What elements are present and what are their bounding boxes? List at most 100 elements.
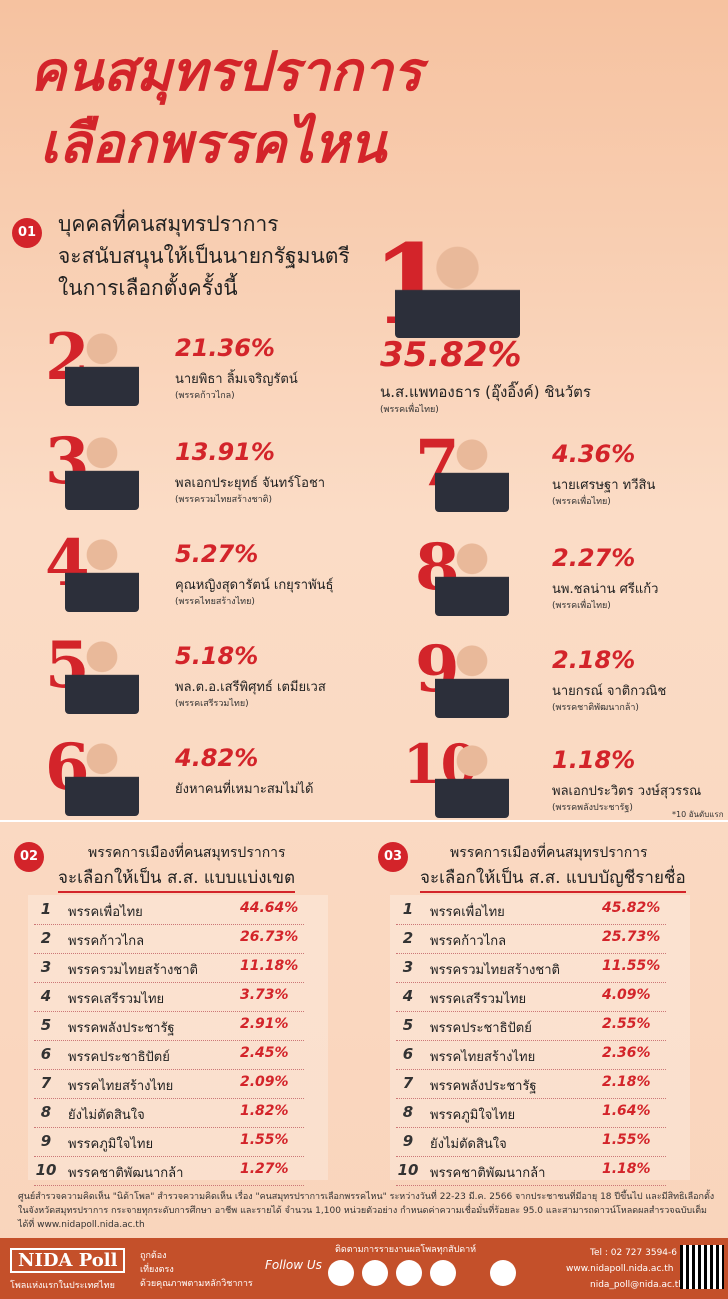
row-separator — [396, 982, 666, 983]
row-rank: 3 — [40, 958, 52, 976]
footnote: ศูนย์สำรวจความคิดเห็น "นิด้าโพล" สำรวจคว… — [18, 1192, 715, 1230]
row-percent: 44.64% — [240, 900, 299, 916]
row-percent: 2.91% — [240, 1016, 289, 1032]
section-heading: จะสนับสนุนให้เป็นนายกรัฐมนตรี — [58, 244, 350, 268]
row-separator — [396, 1098, 666, 1099]
row-party: พรรคภูมิใจไทย — [430, 1108, 516, 1123]
row-separator — [34, 1098, 304, 1099]
row-percent: 26.73% — [240, 929, 299, 945]
candidate-percent: 2.18% — [552, 646, 636, 674]
row-percent: 1.82% — [240, 1103, 289, 1119]
row-party: พรรคชาติพัฒนากล้า — [68, 1166, 184, 1181]
social-icon — [430, 1260, 456, 1286]
social-icon — [362, 1260, 388, 1286]
row-separator — [34, 1011, 304, 1012]
website: www.nidapoll.nida.ac.th — [566, 1264, 674, 1274]
section-heading: ในการเลือกตั้งครั้งนี้ — [58, 276, 238, 300]
row-separator — [396, 1185, 666, 1186]
candidate-percent: 5.18% — [175, 642, 259, 670]
candidate-percent: 13.91% — [175, 438, 275, 466]
row-percent: 1.55% — [602, 1132, 651, 1148]
row-party: พรรคประชาธิปัตย์ — [68, 1050, 170, 1065]
candidate-name: น.ส.แพทองธาร (อุ๊งอิ๊งค์) ชินวัตร — [380, 383, 591, 401]
candidate-percent: 4.36% — [552, 440, 636, 468]
table-panel — [390, 895, 690, 1180]
row-rank: 2 — [40, 929, 52, 947]
row-rank: 3 — [402, 958, 414, 976]
row-rank: 2 — [402, 929, 414, 947]
row-rank: 1 — [40, 900, 52, 918]
candidate-name: ยังหาคนที่เหมาะสมไม่ได้ — [175, 782, 314, 797]
row-separator — [34, 924, 304, 925]
row-rank: 1 — [402, 900, 414, 918]
row-percent: 2.36% — [602, 1045, 651, 1061]
row-party: พรรคภูมิใจไทย — [68, 1137, 154, 1152]
qr-code — [680, 1245, 724, 1289]
row-rank: 7 — [402, 1074, 414, 1092]
row-rank: 8 — [402, 1103, 414, 1121]
row-separator — [34, 1185, 304, 1186]
social-icon — [396, 1260, 422, 1286]
row-percent: 1.18% — [602, 1161, 651, 1177]
section-heading: พรรคการเมืองที่คนสมุทรปราการ — [88, 845, 286, 861]
section-number: 01 — [12, 218, 42, 248]
candidate-party: (พรรครวมไทยสร้างชาติ) — [175, 495, 272, 505]
candidate-percent: 35.82% — [380, 335, 522, 375]
title-line: คนสมุทรปราการ — [30, 40, 422, 103]
row-party: พรรคไทยสร้างไทย — [430, 1050, 536, 1065]
social-icon — [328, 1260, 354, 1286]
row-rank: 5 — [40, 1016, 52, 1034]
section-heading: พรรคการเมืองที่คนสมุทรปราการ — [450, 845, 648, 861]
title-line: เลือกพรรคไหน — [40, 112, 387, 175]
candidate-name: นายเศรษฐา ทวีสิน — [552, 478, 656, 493]
footer-value: ด้วยคุณภาพตามหลักวิชาการ — [140, 1279, 253, 1289]
row-percent: 1.64% — [602, 1103, 651, 1119]
row-percent: 2.45% — [240, 1045, 289, 1061]
row-rank: 7 — [40, 1074, 52, 1092]
candidate-photo — [435, 730, 509, 818]
candidate-name: คุณหญิงสุดารัตน์ เกยุราพันธุ์ — [175, 578, 334, 593]
candidate-party: (พรรคเพื่อไทย) — [380, 405, 439, 415]
candidate-percent: 21.36% — [175, 334, 275, 362]
candidate-percent: 4.82% — [175, 744, 259, 772]
candidate-photo — [65, 626, 139, 714]
note: *10 อันดับแรก — [672, 810, 724, 819]
candidate-party: (พรรคก้าวไกล) — [175, 391, 235, 401]
row-separator — [34, 1069, 304, 1070]
email: nida_poll@nida.ac.th — [590, 1280, 685, 1290]
candidate-party: (พรรคเสรีรวมไทย) — [175, 699, 249, 709]
row-rank: 5 — [402, 1016, 414, 1034]
row-party: พรรคเสรีรวมไทย — [68, 992, 165, 1007]
row-rank: 9 — [402, 1132, 414, 1150]
candidate-name: นพ.ชลน่าน ศรีแก้ว — [552, 582, 659, 597]
candidate-party: (พรรคเพื่อไทย) — [552, 601, 611, 611]
candidate-party: (พรรคเพื่อไทย) — [552, 497, 611, 507]
row-party: พรรครวมไทยสร้างชาติ — [430, 963, 560, 978]
candidate-percent: 2.27% — [552, 544, 636, 572]
follow-note: ติดตามการรายงานผลโพลทุกสัปดาห์ — [335, 1245, 477, 1255]
row-party: พรรคก้าวไกล — [430, 934, 507, 949]
row-separator — [396, 1156, 666, 1157]
row-party: พรรคพลังประชารัฐ — [68, 1021, 175, 1036]
section-heading: บุคคลที่คนสมุทรปราการ — [58, 212, 279, 236]
candidate-name: นายกรณ์ จาติกวณิช — [552, 684, 667, 699]
candidate-party: (พรรคพลังประชารัฐ) — [552, 803, 633, 813]
row-percent: 1.27% — [240, 1161, 289, 1177]
row-separator — [396, 953, 666, 954]
row-party: พรรคเพื่อไทย — [430, 905, 505, 920]
row-percent: 1.55% — [240, 1132, 289, 1148]
row-percent: 2.18% — [602, 1074, 651, 1090]
row-separator — [396, 1069, 666, 1070]
row-percent: 4.09% — [602, 987, 651, 1003]
tagline: โพลแห่งแรกในประเทศไทย — [10, 1281, 115, 1291]
row-separator — [34, 953, 304, 954]
row-percent: 45.82% — [602, 900, 661, 916]
row-separator — [396, 1040, 666, 1041]
candidate-photo — [435, 630, 509, 718]
tel: Tel : 02 727 3594-6 — [590, 1248, 677, 1258]
row-percent: 25.73% — [602, 929, 661, 945]
logo: NIDA Poll — [10, 1248, 126, 1273]
candidate-percent: 1.18% — [552, 746, 636, 774]
candidate-photo — [65, 422, 139, 510]
